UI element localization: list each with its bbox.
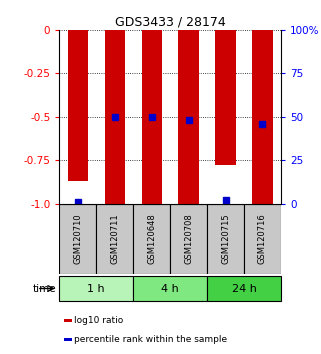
Text: 24 h: 24 h (231, 284, 256, 293)
Title: GDS3433 / 28174: GDS3433 / 28174 (115, 16, 226, 29)
Bar (105, 30, 125, 204)
Bar (68, 30, 88, 181)
Text: 4 h: 4 h (161, 284, 179, 293)
Text: time: time (32, 284, 56, 293)
Bar (64, 319, 72, 321)
Text: GSM120711: GSM120711 (110, 213, 119, 264)
Bar (252, 30, 273, 204)
Bar (59, 276, 133, 301)
Bar (96, 204, 133, 274)
Bar (64, 338, 72, 341)
Text: GSM120648: GSM120648 (147, 213, 156, 264)
Bar (178, 30, 199, 204)
Bar (133, 276, 207, 301)
Text: GSM120708: GSM120708 (184, 213, 193, 264)
Bar (207, 276, 281, 301)
Text: GSM120710: GSM120710 (73, 213, 82, 264)
Text: percentile rank within the sample: percentile rank within the sample (74, 335, 227, 344)
Bar (142, 30, 162, 204)
Text: 1 h: 1 h (88, 284, 105, 293)
Text: GSM120716: GSM120716 (258, 213, 267, 264)
Bar (133, 204, 170, 274)
Text: log10 ratio: log10 ratio (74, 315, 123, 325)
Bar (207, 204, 244, 274)
Bar (59, 204, 96, 274)
Bar (215, 30, 236, 165)
Text: GSM120715: GSM120715 (221, 213, 230, 264)
Bar (170, 204, 207, 274)
Bar (244, 204, 281, 274)
